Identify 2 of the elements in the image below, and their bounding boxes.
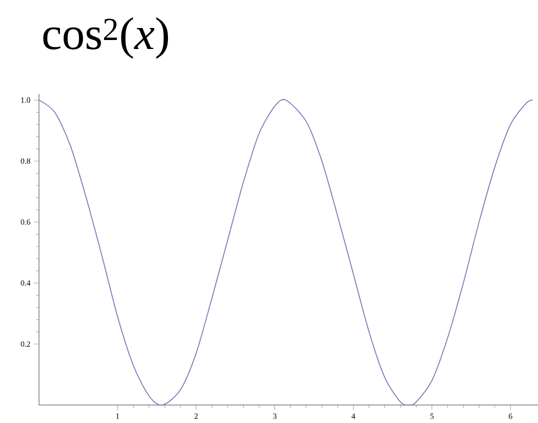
chart-title: cos$^{2}$(x) bbox=[43, 17, 168, 59]
line-series bbox=[38, 100, 534, 406]
